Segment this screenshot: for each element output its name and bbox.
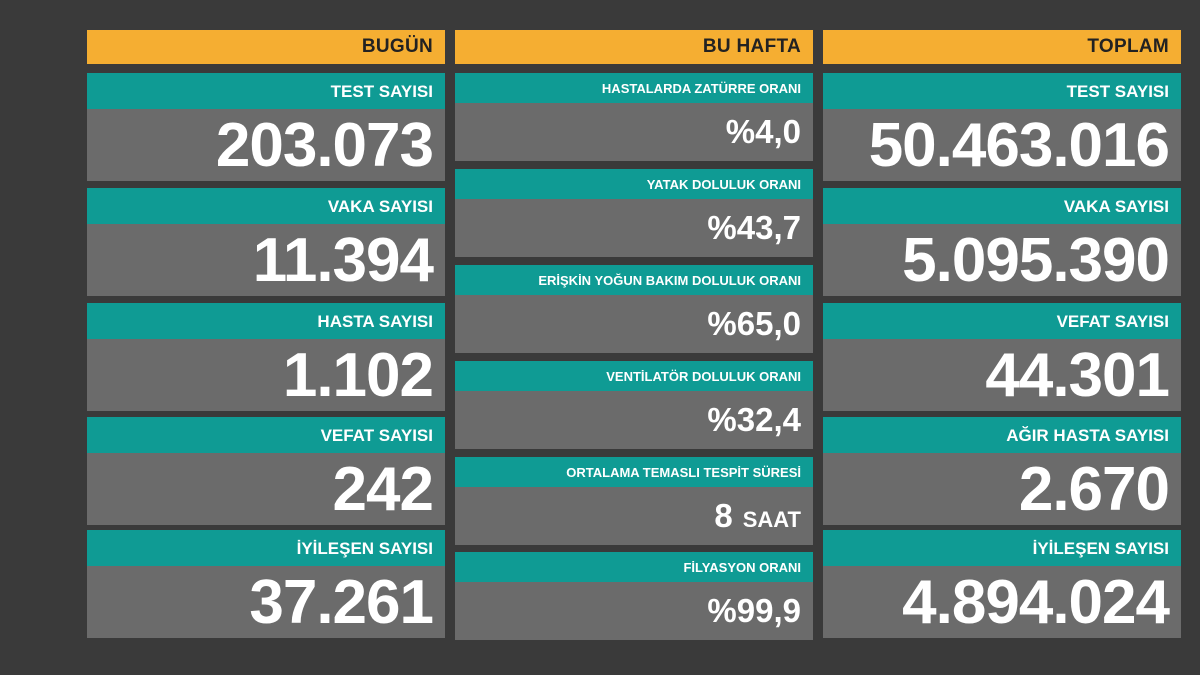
week-header: BU HAFTA <box>455 30 813 64</box>
week-icu-label: ERİŞKİN YOĞUN BAKIM DOLULUK ORANI <box>455 265 813 295</box>
week-column: BU HAFTA HASTALARDA ZATÜRRE ORANI %4,0 Y… <box>455 30 813 640</box>
week-contact-unit: SAAT <box>742 507 801 532</box>
week-icu-card: ERİŞKİN YOĞUN BAKIM DOLULUK ORANI %65,0 <box>455 265 813 353</box>
week-filiation-value: %99,9 <box>455 582 813 640</box>
week-bed-card: YATAK DOLULUK ORANI %43,7 <box>455 169 813 257</box>
week-filiation-label: FİLYASYON ORANI <box>455 552 813 582</box>
total-test-card: TEST SAYISI 50.463.016 <box>823 73 1181 181</box>
total-case-label: VAKA SAYISI <box>823 188 1181 224</box>
today-recovered-card: İYİLEŞEN SAYISI 37.261 <box>87 530 445 638</box>
week-bed-label: YATAK DOLULUK ORANI <box>455 169 813 199</box>
today-test-value: 203.073 <box>87 109 445 181</box>
today-test-label: TEST SAYISI <box>87 73 445 109</box>
total-severe-card: AĞIR HASTA SAYISI 2.670 <box>823 417 1181 525</box>
today-death-value: 242 <box>87 453 445 525</box>
week-icu-value: %65,0 <box>455 295 813 353</box>
today-header: BUGÜN <box>87 30 445 64</box>
week-ventilator-label: VENTİLATÖR DOLULUK ORANI <box>455 361 813 391</box>
total-column: TOPLAM TEST SAYISI 50.463.016 VAKA SAYIS… <box>823 30 1181 638</box>
today-death-card: VEFAT SAYISI 242 <box>87 417 445 525</box>
today-death-label: VEFAT SAYISI <box>87 417 445 453</box>
week-contact-card: ORTALAMA TEMASLI TESPİT SÜRESİ 8 SAAT <box>455 457 813 545</box>
today-patient-card: HASTA SAYISI 1.102 <box>87 303 445 411</box>
total-case-value: 5.095.390 <box>823 224 1181 296</box>
total-test-value: 50.463.016 <box>823 109 1181 181</box>
week-bed-value: %43,7 <box>455 199 813 257</box>
week-contact-value: 8 SAAT <box>455 487 813 545</box>
week-contact-label: ORTALAMA TEMASLI TESPİT SÜRESİ <box>455 457 813 487</box>
week-ventilator-card: VENTİLATÖR DOLULUK ORANI %32,4 <box>455 361 813 449</box>
week-filiation-card: FİLYASYON ORANI %99,9 <box>455 552 813 640</box>
today-recovered-label: İYİLEŞEN SAYISI <box>87 530 445 566</box>
total-death-card: VEFAT SAYISI 44.301 <box>823 303 1181 411</box>
today-case-label: VAKA SAYISI <box>87 188 445 224</box>
total-recovered-card: İYİLEŞEN SAYISI 4.894.024 <box>823 530 1181 638</box>
week-pneumonia-card: HASTALARDA ZATÜRRE ORANI %4,0 <box>455 73 813 161</box>
total-recovered-value: 4.894.024 <box>823 566 1181 638</box>
today-patient-label: HASTA SAYISI <box>87 303 445 339</box>
total-case-card: VAKA SAYISI 5.095.390 <box>823 188 1181 296</box>
total-severe-value: 2.670 <box>823 453 1181 525</box>
today-column: BUGÜN TEST SAYISI 203.073 VAKA SAYISI 11… <box>87 30 445 638</box>
total-death-value: 44.301 <box>823 339 1181 411</box>
total-death-label: VEFAT SAYISI <box>823 303 1181 339</box>
week-ventilator-value: %32,4 <box>455 391 813 449</box>
week-pneumonia-value: %4,0 <box>455 103 813 161</box>
total-test-label: TEST SAYISI <box>823 73 1181 109</box>
today-case-card: VAKA SAYISI 11.394 <box>87 188 445 296</box>
total-header: TOPLAM <box>823 30 1181 64</box>
week-contact-number: 8 <box>714 497 733 534</box>
total-recovered-label: İYİLEŞEN SAYISI <box>823 530 1181 566</box>
today-patient-value: 1.102 <box>87 339 445 411</box>
today-test-card: TEST SAYISI 203.073 <box>87 73 445 181</box>
today-recovered-value: 37.261 <box>87 566 445 638</box>
today-case-value: 11.394 <box>87 224 445 296</box>
total-severe-label: AĞIR HASTA SAYISI <box>823 417 1181 453</box>
week-pneumonia-label: HASTALARDA ZATÜRRE ORANI <box>455 73 813 103</box>
